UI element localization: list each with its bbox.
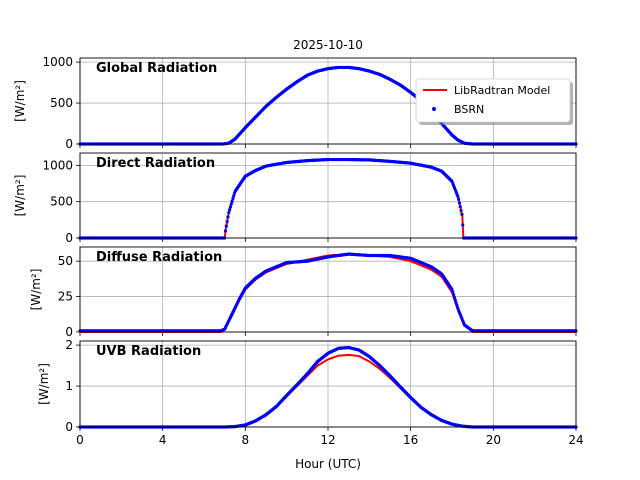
bsrn-point <box>232 194 236 198</box>
bsrn-point <box>457 201 462 205</box>
panel-3: 0 25 50 Diffuse Radiation [W/m²] <box>29 246 578 339</box>
ticks: 0 500 1000 <box>42 55 577 151</box>
y-tick-label: 2 <box>65 338 73 352</box>
y-tick-label: 0 <box>65 420 73 434</box>
y-axis-label: [W/m²] <box>13 175 27 217</box>
legend-box <box>415 78 571 123</box>
bsrn-point <box>224 224 228 228</box>
y-axis-label: [W/m²] <box>13 80 27 122</box>
panel-label: Direct Radiation <box>96 156 215 171</box>
legend-label: LibRadtran Model <box>454 84 550 97</box>
bsrn-point <box>230 199 234 203</box>
bsrn-point <box>454 301 458 305</box>
figure-title: 2025-10-10 <box>293 38 363 52</box>
x-tick-label: 24 <box>568 433 583 447</box>
x-tick-label: 20 <box>486 433 501 447</box>
bsrn-point <box>461 223 465 227</box>
bsrn-point <box>452 293 456 297</box>
x-tick-label: 0 <box>76 433 84 447</box>
legend-label: BSRN <box>454 103 484 116</box>
y-tick-label: 0 <box>65 231 73 245</box>
bsrn-point <box>231 196 235 201</box>
x-axis-label: Hour (UTC) <box>295 457 361 471</box>
bsrn-point <box>229 202 233 206</box>
y-tick-label: 0 <box>65 137 73 151</box>
x-tick-label: 4 <box>159 433 167 447</box>
x-tick-label: 12 <box>320 433 335 447</box>
bsrn-point <box>456 194 460 198</box>
bsrn-point <box>228 208 232 212</box>
ticks: 0 500 1000 <box>42 158 577 245</box>
panel-2: 0 500 1000 Direct Radiation [W/m²] <box>13 152 578 245</box>
y-tick-label: 1000 <box>42 158 73 172</box>
x-tick-label: 8 <box>242 433 250 447</box>
y-tick-label: 500 <box>50 96 73 110</box>
bsrn-point <box>459 208 463 213</box>
bsrn-point <box>226 215 230 219</box>
panel-label: Global Radiation <box>96 61 217 76</box>
bsrn-point <box>453 298 457 302</box>
bsrn-point <box>225 219 229 224</box>
bsrn-point <box>451 290 455 294</box>
y-tick-label: 500 <box>50 195 73 209</box>
bsrn-point <box>458 205 462 209</box>
y-axis-label: [W/m²] <box>37 363 51 405</box>
bsrn-point <box>452 295 457 300</box>
panel-1: 0 500 1000 Global Radiation [W/m²] <box>13 55 578 151</box>
x-tick-label: 16 <box>403 433 418 447</box>
bsrn-point <box>227 210 231 215</box>
bsrn-point <box>450 287 454 292</box>
y-tick-label: 0 <box>65 325 73 339</box>
bsrn-point <box>455 303 459 307</box>
bsrn-point <box>457 197 461 201</box>
y-tick-label: 1000 <box>42 55 73 69</box>
series-bsrn <box>78 157 578 240</box>
legend-marker-bsrn <box>432 107 436 111</box>
y-tick-label: 25 <box>58 290 73 304</box>
bsrn-point <box>223 229 228 233</box>
bsrn-point <box>460 212 464 216</box>
panel-label: Diffuse Radiation <box>96 250 222 265</box>
y-tick-label: 50 <box>58 254 73 268</box>
ticks: 0 25 50 <box>58 254 577 339</box>
y-axis-label: [W/m²] <box>29 269 43 311</box>
panel-label: UVB Radiation <box>96 344 201 359</box>
y-tick-label: 1 <box>65 379 73 393</box>
legend: LibRadtran Model BSRN <box>415 78 573 125</box>
bsrn-point <box>228 205 233 209</box>
